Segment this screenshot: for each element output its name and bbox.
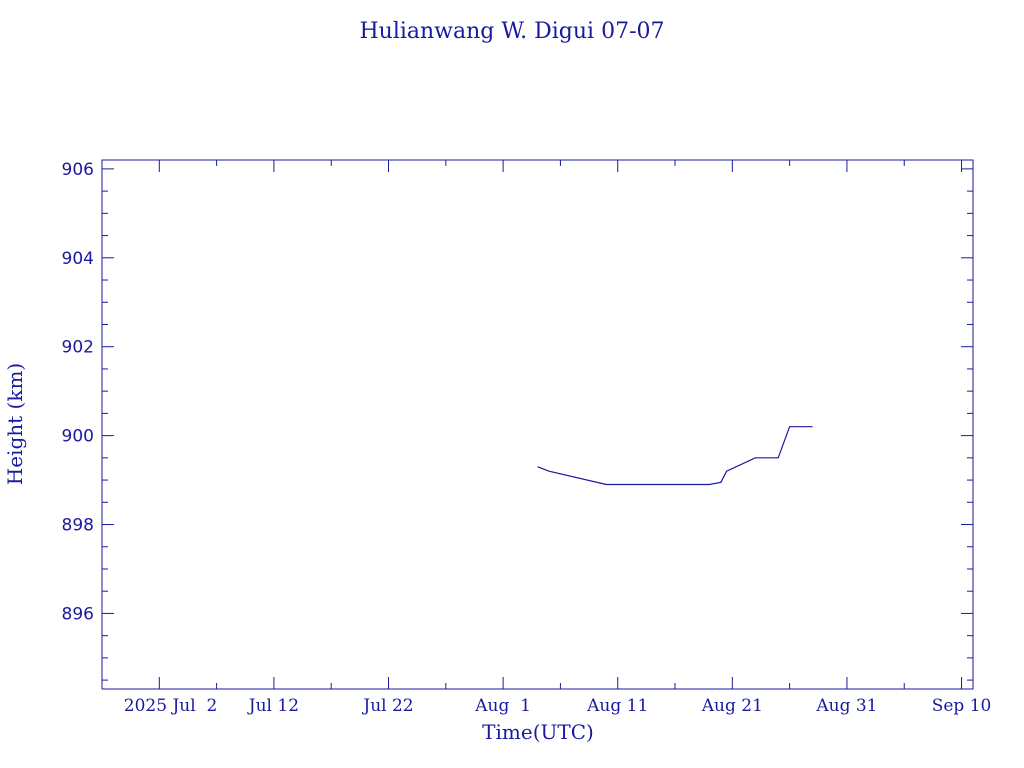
y-tick-label: 898 [62, 516, 94, 536]
y-axis-label: Height (km) [3, 363, 27, 485]
x-tick-label: Jul 22 [361, 696, 413, 716]
axis-ticks [101, 160, 973, 689]
x-tick-label: Aug 11 [586, 696, 648, 716]
x-axis-label: Time(UTC) [482, 720, 594, 744]
chart-title: Hulianwang W. Digui 07-07 [359, 19, 664, 44]
x-tick-label: 2025 Jul 2 [124, 696, 218, 716]
y-tick-label: 902 [62, 338, 94, 358]
x-tick-label: Aug 31 [815, 696, 877, 716]
y-tick-label: 904 [62, 249, 94, 269]
y-tick-label: 900 [62, 427, 94, 447]
series-line [537, 426, 813, 486]
plot-frame [101, 159, 974, 690]
y-tick-label: 896 [62, 604, 94, 624]
x-tick-label: Jul 12 [247, 696, 299, 716]
x-tick-labels: 2025 Jul 2 Jul 12 Jul 22 Aug 1 Aug 11 Aug 21 A… [124, 696, 992, 716]
y-tick-labels: 896 898 900 902 904 906 [62, 160, 94, 625]
y-tick-label: 906 [62, 160, 94, 180]
x-tick-label: Sep 10 [932, 696, 992, 716]
x-tick-label: Aug 21 [701, 696, 763, 716]
x-tick-label: Aug 1 [474, 696, 531, 716]
